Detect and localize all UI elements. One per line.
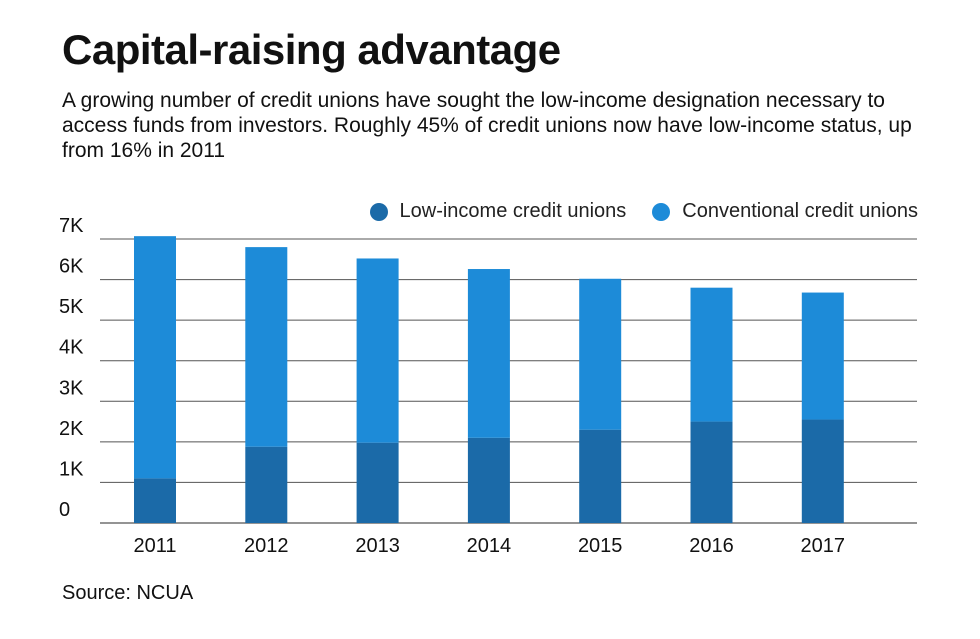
y-tick-label: 1K — [59, 458, 84, 480]
legend-label-low-income: Low-income credit unions — [399, 200, 627, 222]
bar-conventional — [467, 269, 510, 438]
y-tick-label: 6K — [59, 256, 84, 278]
y-tick-label: 7K — [59, 215, 84, 237]
legend-swatch-conventional — [652, 202, 671, 221]
bar-low-income — [467, 437, 510, 523]
bar-conventional — [579, 278, 622, 430]
bar-conventional — [245, 247, 288, 447]
bar-low-income — [245, 446, 288, 523]
x-tick-label: 2016 — [689, 535, 734, 557]
x-tick-label: 2017 — [801, 535, 846, 557]
x-tick-label: 2011 — [133, 535, 176, 557]
legend-item-low-income: Low-income credit unions — [369, 200, 627, 223]
source-note: Source: NCUA — [62, 582, 194, 604]
legend-swatch-low-income — [369, 202, 388, 221]
bar-low-income — [134, 478, 176, 523]
y-axis-ticks: 0 1K 2K 3K 4K 5K 6K 7K — [59, 215, 84, 521]
y-tick-label: 5K — [59, 296, 84, 318]
x-tick-label: 2013 — [355, 535, 400, 557]
bar-low-income — [690, 421, 733, 523]
x-tick-label: 2012 — [244, 535, 289, 557]
x-tick-label: 2014 — [467, 535, 512, 557]
bar-conventional — [690, 287, 733, 422]
bar-low-income — [579, 429, 622, 523]
legend-label-conventional: Conventional credit unions — [682, 200, 918, 222]
x-axis-ticks: 2011 2012 2013 2014 2015 2016 2017 — [133, 535, 845, 557]
y-tick-label: 2K — [59, 418, 84, 440]
y-tick-label: 4K — [59, 337, 84, 359]
y-tick-label: 3K — [59, 377, 84, 399]
bar-conventional — [356, 258, 399, 443]
x-tick-label: 2015 — [578, 535, 623, 557]
bar-low-income — [801, 419, 844, 523]
bars — [134, 236, 844, 523]
chart-title: Capital-raising advantage — [62, 26, 561, 73]
legend-item-conventional: Conventional credit unions — [652, 200, 918, 223]
bar-conventional — [134, 236, 176, 479]
bar-low-income — [356, 442, 399, 523]
bar-conventional — [801, 292, 844, 420]
y-tick-label: 0 — [59, 499, 70, 521]
chart-subtitle: A growing number of credit unions have s… — [62, 89, 912, 162]
legend: Low-income credit unions Conventional cr… — [344, 200, 918, 223]
